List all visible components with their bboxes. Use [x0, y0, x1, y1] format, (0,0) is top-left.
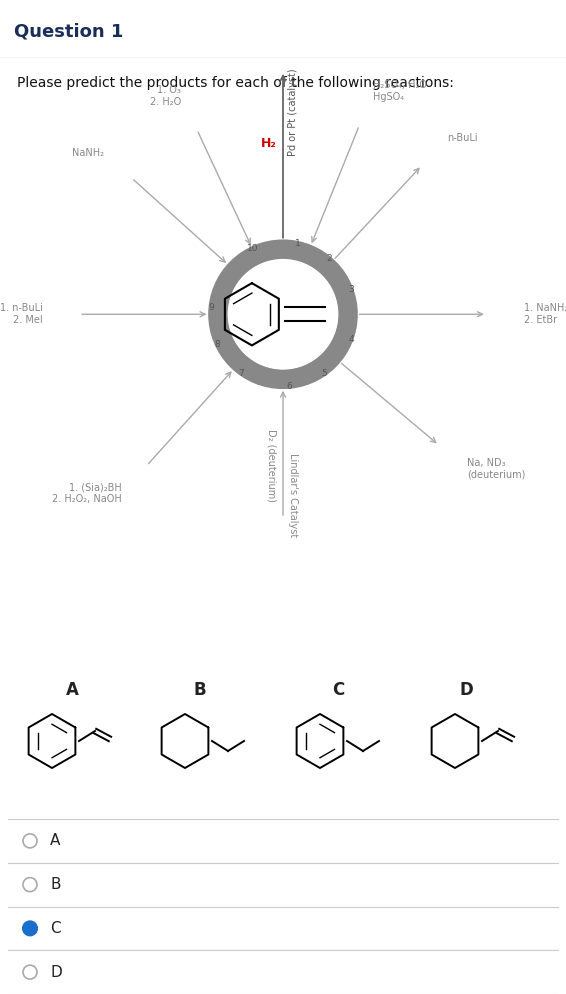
- Text: A: A: [66, 681, 79, 699]
- Text: n-BuLi: n-BuLi: [447, 133, 478, 143]
- Text: Question 1: Question 1: [14, 23, 123, 41]
- Text: 4: 4: [348, 335, 354, 344]
- Text: Lindlar's Catalyst: Lindlar's Catalyst: [288, 453, 298, 537]
- Text: Na, ND₃
(deuterium): Na, ND₃ (deuterium): [468, 458, 526, 480]
- Text: D: D: [459, 681, 473, 699]
- Text: 3: 3: [348, 285, 354, 294]
- Text: 1. O₃
2. H₂O: 1. O₃ 2. H₂O: [150, 85, 181, 107]
- Text: H₂SO₄, H₂O
HgSO₄: H₂SO₄, H₂O HgSO₄: [373, 81, 427, 102]
- Text: 2: 2: [327, 254, 332, 263]
- Text: 1. NaNH₂
2. EtBr: 1. NaNH₂ 2. EtBr: [524, 303, 566, 325]
- Text: 10: 10: [247, 245, 258, 253]
- Text: B: B: [194, 681, 207, 699]
- Text: C: C: [50, 920, 61, 936]
- Text: H₂: H₂: [261, 137, 277, 150]
- Circle shape: [23, 965, 37, 979]
- Circle shape: [23, 834, 37, 848]
- Circle shape: [23, 878, 37, 892]
- Text: C: C: [332, 681, 344, 699]
- Circle shape: [23, 921, 37, 935]
- Text: 7: 7: [239, 369, 245, 378]
- Text: D₂ (deuterium): D₂ (deuterium): [267, 428, 277, 502]
- Text: Please predict the products for each of the following reactions:: Please predict the products for each of …: [17, 77, 454, 90]
- Ellipse shape: [228, 259, 338, 369]
- Text: NaNH₂: NaNH₂: [72, 148, 104, 158]
- Text: 9: 9: [208, 303, 214, 312]
- Text: 1: 1: [295, 239, 301, 248]
- Text: A: A: [50, 833, 61, 848]
- Text: Pd or Pt (catalyst): Pd or Pt (catalyst): [288, 69, 298, 156]
- Text: 6: 6: [286, 382, 292, 391]
- Text: D: D: [50, 964, 62, 980]
- Text: B: B: [50, 877, 61, 893]
- Text: 1. n-BuLi
2. MeI: 1. n-BuLi 2. MeI: [0, 303, 42, 325]
- Text: 8: 8: [215, 340, 220, 350]
- Text: 1. (Sia)₂BH
2. H₂O₂, NaOH: 1. (Sia)₂BH 2. H₂O₂, NaOH: [52, 482, 122, 504]
- Text: 5: 5: [321, 369, 327, 378]
